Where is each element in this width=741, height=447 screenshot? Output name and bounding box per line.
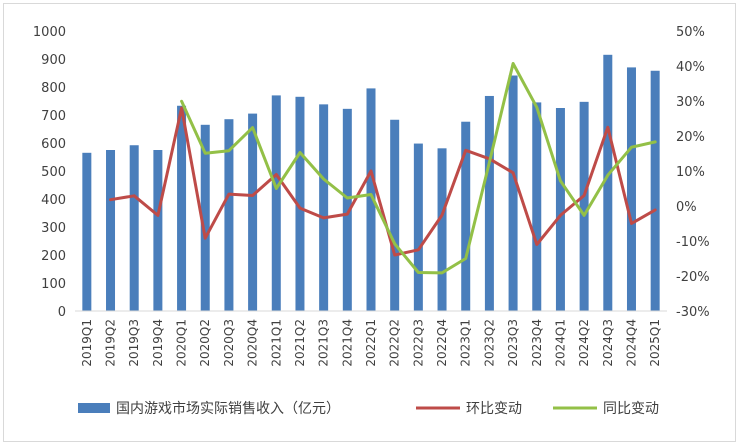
- bar: [153, 150, 163, 311]
- bar: [579, 101, 589, 311]
- x-tick-label: 2022Q2: [388, 319, 402, 367]
- x-tick-label: 2024Q3: [601, 319, 615, 367]
- x-tick-label: 2020Q4: [246, 319, 260, 367]
- legend-label: 环比变动: [466, 401, 522, 417]
- x-tick-label: 2022Q3: [411, 319, 425, 367]
- y-right-tick-label: 20%: [676, 130, 705, 145]
- y-right-tick-label: -20%: [676, 270, 710, 285]
- bar: [461, 121, 471, 311]
- y-right-tick-label: 40%: [676, 60, 705, 75]
- x-tick-label: 2021Q2: [293, 319, 307, 367]
- bar: [106, 150, 116, 311]
- x-tick-label: 2019Q3: [127, 319, 141, 367]
- bar: [248, 113, 258, 311]
- x-tick-label: 2024Q4: [624, 319, 638, 367]
- bar: [555, 108, 565, 311]
- x-tick-label: 2023Q3: [506, 319, 520, 367]
- bar: [177, 105, 187, 311]
- series-line: [180, 62, 657, 275]
- bar: [129, 145, 139, 311]
- x-tick-label: 2022Q4: [435, 319, 449, 367]
- y-left-tick-label: 800: [41, 81, 66, 96]
- x-tick-label: 2023Q1: [459, 319, 473, 367]
- y-right-tick-label: -10%: [676, 235, 710, 250]
- bar: [342, 108, 352, 311]
- bar: [366, 88, 376, 312]
- bar: [650, 70, 660, 311]
- x-tick-label: 2019Q1: [80, 319, 94, 367]
- x-tick-label: 2020Q1: [175, 319, 189, 367]
- y-left-tick-label: 700: [41, 109, 66, 124]
- bar: [295, 96, 305, 311]
- x-tick-label: 2023Q2: [482, 319, 496, 367]
- bar: [508, 75, 518, 312]
- x-tick-label: 2021Q1: [269, 319, 283, 367]
- x-tick-label: 2019Q4: [151, 319, 165, 367]
- x-tick-label: 2023Q4: [530, 319, 544, 367]
- y-left-tick-label: 100: [41, 277, 66, 292]
- legend-label: 同比变动: [603, 401, 659, 417]
- x-tick-label: 2022Q1: [364, 319, 378, 367]
- x-tick-label: 2024Q2: [577, 319, 591, 367]
- y-left-tick-label: 1000: [33, 25, 66, 40]
- bar: [390, 119, 400, 311]
- bar: [271, 95, 281, 312]
- bar: [82, 152, 92, 311]
- bar: [484, 95, 494, 312]
- bar: [319, 104, 329, 311]
- y-left-tick-label: 300: [41, 221, 66, 236]
- y-right-tick-label: -30%: [676, 305, 710, 320]
- bar: [437, 148, 447, 311]
- bar: [532, 102, 542, 312]
- x-tick-label: 2025Q1: [648, 319, 662, 367]
- y-left-tick-label: 600: [41, 137, 66, 152]
- bar: [413, 143, 423, 311]
- y-left-tick-label: 400: [41, 193, 66, 208]
- x-tick-label: 2019Q2: [104, 319, 118, 367]
- y-left-tick-label: 500: [41, 165, 66, 180]
- bar: [626, 67, 636, 312]
- x-tick-label: 2020Q2: [198, 319, 212, 367]
- x-tick-label: 2021Q4: [340, 319, 354, 367]
- y-right-tick-label: 50%: [676, 25, 705, 40]
- bar: [224, 119, 234, 311]
- y-left-tick-label: 900: [41, 53, 66, 68]
- series-line: [109, 106, 657, 257]
- y-right-tick-label: 30%: [676, 95, 705, 110]
- bar: [603, 54, 613, 312]
- legend-swatch-bar: [78, 403, 110, 413]
- bar: [200, 124, 210, 311]
- legend-label: 国内游戏市场实际销售收入（亿元）: [116, 400, 340, 417]
- y-right-tick-label: 10%: [676, 165, 705, 180]
- y-right-tick-label: 0%: [676, 200, 697, 215]
- y-left-tick-label: 0: [58, 305, 66, 320]
- x-tick-label: 2024Q1: [553, 319, 567, 367]
- x-tick-label: 2020Q3: [222, 319, 236, 367]
- x-tick-label: 2021Q3: [317, 319, 331, 367]
- y-left-tick-label: 200: [41, 249, 66, 264]
